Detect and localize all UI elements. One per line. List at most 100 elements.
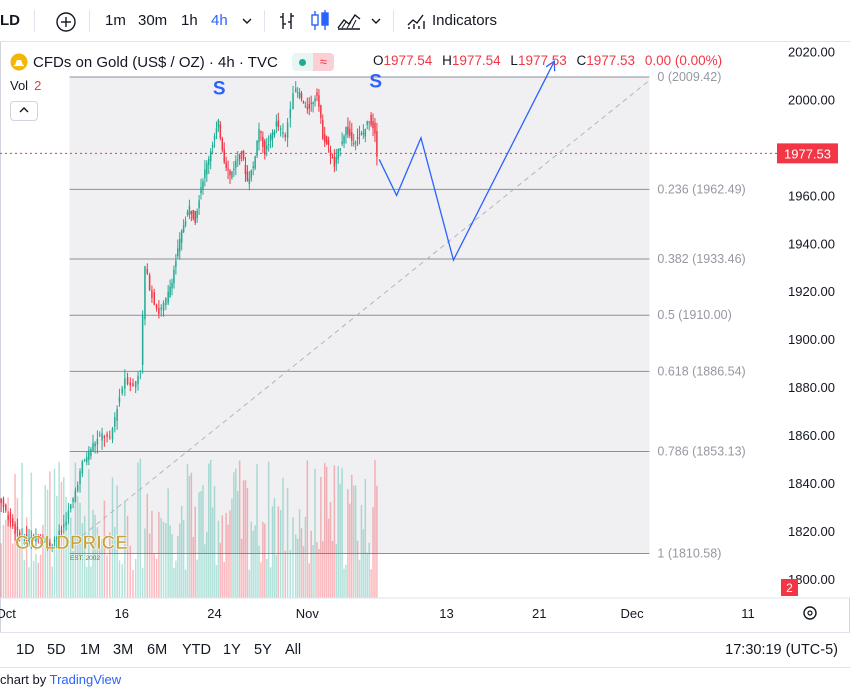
candle-body xyxy=(286,122,289,138)
projection-path xyxy=(378,60,555,262)
volume-bar xyxy=(42,524,44,598)
candle-body xyxy=(217,119,220,128)
candle-body xyxy=(329,149,332,156)
candle-body xyxy=(23,539,26,541)
chevron-down-icon[interactable] xyxy=(241,15,253,27)
volume-bar xyxy=(354,485,357,598)
volume-bar xyxy=(202,485,204,598)
candle-body xyxy=(76,485,79,491)
volume-bar xyxy=(137,462,139,598)
volume-bar xyxy=(141,567,144,598)
volume-bar xyxy=(267,461,270,598)
candle-body xyxy=(322,120,324,139)
gold-coin-icon xyxy=(10,53,28,71)
volume-bar xyxy=(223,562,225,598)
candle-body xyxy=(184,221,187,226)
candle-body xyxy=(240,151,243,154)
candle-body xyxy=(111,428,114,440)
volume-bar xyxy=(39,554,42,598)
candle-body xyxy=(333,157,336,167)
candle-body xyxy=(106,434,108,437)
volume-bar xyxy=(126,515,129,598)
bottom-toolbar: 1D 5D 1M 3M 6M YTD 1Y 5Y All 17:30:19 (U… xyxy=(0,632,850,668)
clock-timezone[interactable]: 17:30:19 (UTC-5) xyxy=(725,642,838,658)
volume-bar xyxy=(282,477,284,598)
bars-style-icon[interactable] xyxy=(277,10,297,32)
price-chart[interactable]: 0 (2009.42) 0.236 (1962.49) 0.382 (1933.46… xyxy=(0,42,850,632)
range-1d[interactable]: 1D xyxy=(16,642,35,658)
volume-bar xyxy=(76,496,79,598)
range-1m[interactable]: 1M xyxy=(80,642,101,658)
price-tick-label: 1940.00 xyxy=(788,236,835,251)
volume-bar xyxy=(69,517,72,598)
settings-gear-icon[interactable] xyxy=(803,606,817,620)
volume-bar xyxy=(296,538,299,598)
market-status[interactable]: ≈ xyxy=(291,53,334,71)
volume-bar xyxy=(339,483,341,598)
candle-body xyxy=(74,490,77,503)
volume-bar xyxy=(256,464,258,598)
range-5d[interactable]: 5D xyxy=(47,642,66,658)
volume-bar xyxy=(25,517,28,598)
range-ytd[interactable]: YTD xyxy=(182,642,211,658)
range-1y[interactable]: 1Y xyxy=(223,642,241,658)
candle-body xyxy=(296,92,299,94)
candle-body xyxy=(198,200,200,209)
volume-bar xyxy=(124,501,126,598)
area-style-icon[interactable] xyxy=(336,10,362,32)
volume-legend: Vol 2 xyxy=(10,78,41,93)
price-tick-label: 2000.00 xyxy=(788,93,835,108)
volume-bar xyxy=(72,551,74,598)
volume-bar xyxy=(114,526,116,598)
volume-bar xyxy=(323,463,326,598)
volume-bar xyxy=(238,460,241,598)
indicators-icon[interactable] xyxy=(406,11,426,31)
add-symbol-icon[interactable] xyxy=(55,11,77,33)
candle-body xyxy=(298,92,301,98)
volume-bar xyxy=(248,569,251,598)
candle-body xyxy=(252,166,254,168)
candle-body xyxy=(345,126,347,136)
volume-bar xyxy=(200,491,202,598)
volume-bar xyxy=(265,559,268,598)
volume-bar xyxy=(294,534,297,598)
range-3m[interactable]: 3M xyxy=(113,642,134,658)
candle-body xyxy=(260,131,262,133)
candle-body xyxy=(67,510,70,520)
candle-body xyxy=(306,107,309,110)
volume-bar xyxy=(310,530,312,598)
volume-bar xyxy=(300,528,303,598)
candle-body xyxy=(341,141,343,144)
indicators-button[interactable]: Indicators xyxy=(432,12,498,29)
volume-bar xyxy=(322,541,324,598)
candle-body xyxy=(314,98,316,102)
range-6m[interactable]: 6M xyxy=(147,642,168,658)
volume-bar xyxy=(356,540,359,598)
volume-bar xyxy=(18,545,21,598)
fib-level-label: 1 (1810.58) xyxy=(657,546,721,560)
tradingview-link[interactable]: TradingView xyxy=(49,672,122,687)
volume-bar xyxy=(23,559,26,598)
chevron-down-icon[interactable] xyxy=(370,15,382,27)
volume-bar xyxy=(376,485,378,598)
candles-style-icon[interactable] xyxy=(309,9,331,33)
volume-bar xyxy=(98,546,101,598)
symbol-title[interactable]: CFDs on Gold (US$ / OZ) · 4h · TVC xyxy=(33,53,278,71)
symbol-search[interactable]: LD xyxy=(0,12,20,29)
volume-badge xyxy=(781,579,798,596)
interval-4h[interactable]: 4h xyxy=(211,12,228,29)
volume-bar xyxy=(284,550,287,598)
candle-body xyxy=(37,536,40,539)
low-label: L xyxy=(510,53,518,68)
candle-body xyxy=(188,205,191,216)
interval-1h[interactable]: 1h xyxy=(181,12,198,29)
interval-1m[interactable]: 1m xyxy=(105,12,126,29)
volume-bar xyxy=(192,537,195,598)
ohlc-values: O1977.54 H1977.54 L1977.53 C1977.53 0.00… xyxy=(373,53,728,68)
range-5y[interactable]: 5Y xyxy=(254,642,272,658)
collapse-legend-button[interactable] xyxy=(10,101,38,121)
range-all[interactable]: All xyxy=(285,642,302,658)
candle-body xyxy=(42,540,44,544)
candle-body xyxy=(207,158,210,166)
interval-30m[interactable]: 30m xyxy=(138,12,168,29)
